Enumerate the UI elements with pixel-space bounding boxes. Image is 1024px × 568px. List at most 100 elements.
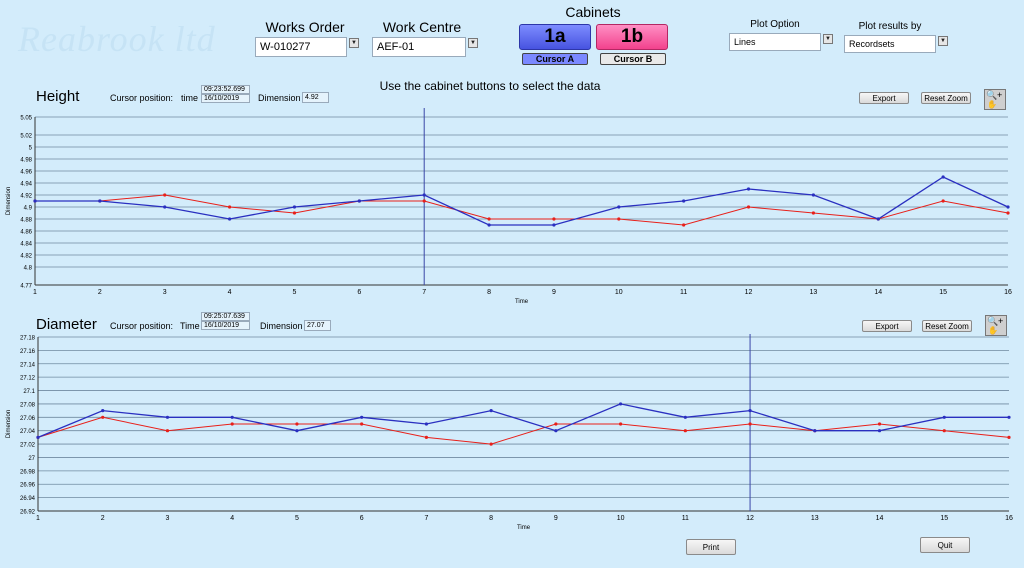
y-tick-label: 4.84 — [20, 242, 32, 248]
data-point — [746, 187, 751, 191]
x-axis-title: Time — [515, 299, 529, 305]
cursor-b-button[interactable]: Cursor B — [600, 53, 666, 65]
data-point — [1006, 211, 1010, 215]
y-tick-label: 27.08 — [20, 402, 36, 408]
data-point — [422, 193, 426, 197]
crosshair-icon[interactable]: + — [998, 316, 1004, 326]
diameter-chart[interactable]: 27.18 27.16 27.14 27.12 27.1 27.08 27.06 27.04 2… — [0, 334, 1024, 536]
data-point — [1007, 415, 1011, 419]
data-point — [942, 429, 946, 433]
y-tick-label: 5.05 — [20, 116, 32, 122]
x-tick-label: 2 — [98, 289, 102, 296]
data-point — [98, 199, 102, 203]
height-dimension-value: 4.92 — [302, 92, 329, 103]
data-point — [295, 422, 299, 426]
data-point — [1006, 205, 1010, 209]
pan-hand-icon[interactable]: ✋ — [987, 100, 997, 109]
x-tick-label: 5 — [295, 515, 299, 522]
x-tick-label: 7 — [424, 515, 428, 522]
data-point — [942, 415, 946, 419]
x-tick-label: 16 — [1005, 515, 1013, 522]
plot-option-dropdown-icon[interactable]: ▼ — [823, 34, 833, 44]
x-tick-label: 15 — [939, 289, 947, 296]
data-point — [748, 409, 752, 413]
diameter-time-value: 09:25:07.639 — [201, 312, 250, 321]
x-tick-label: 14 — [876, 515, 884, 522]
height-title: Height — [36, 88, 80, 105]
y-tick-label: 4.94 — [20, 182, 32, 188]
y-tick-label: 4.86 — [20, 230, 32, 236]
height-time-value: 09:23:52.699 — [201, 85, 250, 94]
data-point — [552, 217, 556, 221]
data-point — [748, 422, 752, 426]
height-export-button[interactable]: Export — [859, 92, 909, 104]
height-dimension-label: Dimension — [258, 93, 301, 103]
cursor-a-button[interactable]: Cursor A — [522, 53, 588, 65]
height-date-value: 16/10/2019 — [201, 94, 250, 103]
data-point — [36, 435, 40, 439]
y-tick-label: 4.82 — [20, 254, 32, 260]
diameter-export-button[interactable]: Export — [862, 320, 912, 332]
y-tick-label: 27.04 — [20, 429, 36, 435]
plot-results-field[interactable]: Recordsets — [844, 35, 936, 53]
diameter-reset-zoom-button[interactable]: Reset Zoom — [922, 320, 972, 332]
plot-results-dropdown-icon[interactable]: ▼ — [938, 36, 948, 46]
data-point — [811, 211, 816, 215]
diameter-dimension-value: 27.07 — [304, 320, 331, 331]
company-watermark: Reabrook ltd — [18, 19, 216, 59]
x-tick-label: 8 — [489, 515, 493, 522]
cabinet-1b-button[interactable]: 1b — [596, 24, 668, 50]
height-reset-zoom-button[interactable]: Reset Zoom — [921, 92, 971, 104]
x-tick-label: 13 — [810, 289, 818, 296]
diameter-dimension-label: Dimension — [260, 321, 303, 331]
y-tick-label: 4.96 — [20, 170, 32, 176]
works-order-dropdown-icon[interactable]: ▼ — [349, 38, 359, 48]
y-tick-label: 27.06 — [20, 416, 36, 422]
diameter-zoom-tools[interactable]: 🔍 + ✋ — [985, 315, 1007, 336]
data-point — [228, 205, 232, 209]
x-tick-label: 16 — [1004, 289, 1012, 296]
plot-option-field[interactable]: Lines — [729, 33, 821, 51]
x-tick-label: 4 — [230, 515, 234, 522]
work-centre-field[interactable]: AEF-01 — [372, 37, 466, 57]
y-tick-label: 27.18 — [20, 336, 36, 342]
print-button[interactable]: Print — [686, 539, 736, 555]
data-point — [292, 211, 297, 215]
work-centre-dropdown-icon[interactable]: ▼ — [468, 38, 478, 48]
zoom-icon[interactable]: 🔍 — [987, 316, 999, 326]
x-tick-label: 13 — [811, 515, 819, 522]
x-tick-label: 7 — [422, 289, 426, 296]
data-point — [165, 415, 170, 419]
height-time-label: time — [181, 93, 199, 103]
y-tick-label: 4.77 — [20, 284, 32, 290]
plot-results-label: Plot results by — [858, 21, 922, 32]
height-chart[interactable]: 5.055.0254.984.964.944.924.94.884.864.84… — [0, 108, 1024, 313]
x-tick-label: 14 — [874, 289, 882, 296]
x-tick-label: 11 — [682, 515, 689, 522]
data-point — [682, 223, 686, 227]
data-point — [683, 415, 687, 419]
y-tick-label: 27.14 — [20, 362, 36, 368]
x-tick-label: 11 — [680, 289, 687, 296]
data-point — [941, 175, 945, 179]
data-point — [360, 415, 364, 419]
works-order-field[interactable]: W-010277 — [255, 37, 347, 57]
data-point — [292, 205, 297, 209]
data-point — [682, 199, 686, 203]
data-point — [489, 409, 493, 413]
zoom-icon[interactable]: 🔍 — [986, 90, 998, 100]
y-tick-label: 4.9 — [24, 206, 33, 212]
height-zoom-tools[interactable]: 🔍 + ✋ — [984, 89, 1006, 110]
diameter-time-label: Time — [180, 321, 200, 331]
data-point — [33, 199, 37, 203]
quit-button[interactable]: Quit — [920, 537, 970, 553]
y-tick-label: 5.02 — [20, 134, 32, 140]
data-point — [489, 442, 493, 446]
pan-hand-icon[interactable]: ✋ — [988, 326, 998, 335]
y-tick-label: 27.16 — [20, 349, 36, 355]
data-point — [487, 223, 491, 227]
x-tick-label: 8 — [487, 289, 491, 296]
cabinet-1a-button[interactable]: 1a — [519, 24, 591, 50]
crosshair-icon[interactable]: + — [997, 90, 1003, 100]
data-point — [295, 429, 299, 433]
